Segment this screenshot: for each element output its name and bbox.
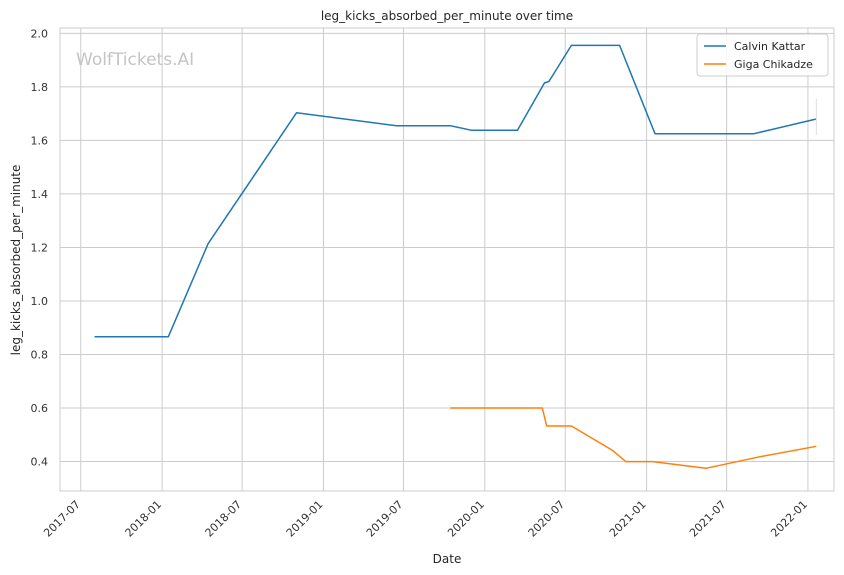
y-tick-label-1-6: 1.6 [31, 134, 49, 147]
chart-title: leg_kicks_absorbed_per_minute over time [321, 9, 573, 23]
x-axis-ticks: 2017-07 2018-01 2018-07 2019-01 2019-07 2020-… [41, 498, 810, 540]
plot-area [59, 27, 835, 492]
series-line-giga-chikadze [450, 407, 817, 470]
y-tick-label-1-0: 1.0 [31, 295, 49, 308]
watermark: WolfTickets.AI [76, 50, 194, 70]
series-line-calvin-kattar [94, 44, 817, 338]
x-tick-label-2018-07: 2018-07 [203, 498, 245, 540]
y-tick-label-0-6: 0.6 [31, 402, 49, 415]
x-tick-label-2022-01: 2022-01 [768, 498, 810, 540]
y-tick-label-1-2: 1.2 [31, 241, 49, 254]
x-tick-label-2021-01: 2021-01 [607, 498, 649, 540]
y-tick-label-0-4: 0.4 [31, 456, 49, 469]
series-lines [94, 44, 817, 470]
x-axis-label: Date [433, 552, 462, 566]
x-tick-label-2017-07: 2017-07 [41, 498, 83, 540]
y-tick-label-2-0: 2.0 [31, 27, 49, 40]
x-tick-label-2018-01: 2018-01 [123, 498, 165, 540]
x-tick-label-2020-01: 2020-01 [445, 498, 487, 540]
legend-label-giga-chikadze: Giga Chikadze [734, 58, 813, 71]
grid [60, 28, 834, 491]
x-tick-label-2020-07: 2020-07 [526, 498, 568, 540]
y-tick-label-1-8: 1.8 [31, 81, 49, 94]
legend-box [696, 33, 829, 77]
y-tick-label-1-4: 1.4 [31, 188, 49, 201]
y-tick-label-0-8: 0.8 [31, 349, 49, 362]
legend: Calvin Kattar Giga Chikadze [696, 33, 829, 77]
x-tick-label-2019-07: 2019-07 [364, 498, 406, 540]
y-axis-ticks: 0.4 0.6 0.8 1.0 1.2 1.4 1.6 1.8 2.0 [31, 27, 49, 468]
y-axis-label: leg_kicks_absorbed_per_minute [9, 165, 23, 356]
legend-label-calvin-kattar: Calvin Kattar [734, 40, 806, 53]
x-tick-label-2019-01: 2019-01 [284, 498, 326, 540]
x-tick-label-2021-07: 2021-07 [687, 498, 729, 540]
